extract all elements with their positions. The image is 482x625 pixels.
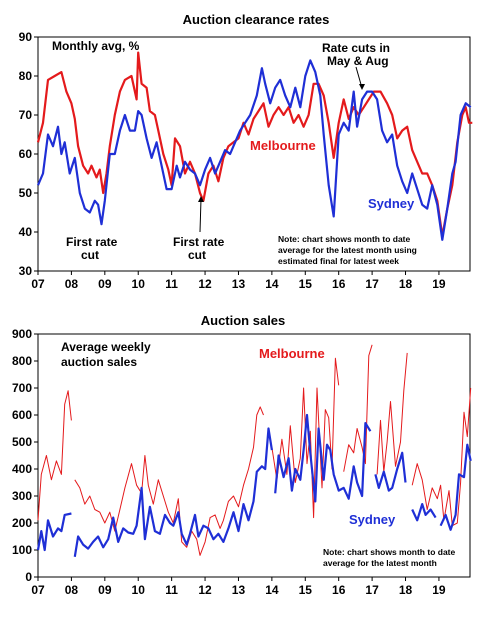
first-cut-2-arrowhead: [198, 196, 204, 202]
x-tick-label: 19: [432, 277, 446, 291]
y-tick-label: 40: [19, 225, 33, 239]
x-tick-label: 17: [365, 277, 379, 291]
rate-cuts-label-line2: May & Aug: [327, 54, 389, 68]
x-tick-label: 08: [65, 583, 79, 597]
sydney-series-label: Sydney: [368, 196, 415, 211]
y-tick-label: 80: [19, 69, 33, 83]
sales-x-axis: 07 08 09 10 11 12 13 14 15 16 17 18 19: [31, 577, 446, 597]
x-tick-label: 10: [132, 277, 146, 291]
clearance-chart-title: Auction clearance rates: [183, 12, 330, 27]
y-tick-label: 90: [19, 30, 33, 44]
x-tick-label: 16: [332, 583, 346, 597]
clearance-series: [36, 51, 473, 241]
y-tick-label: 30: [19, 264, 33, 278]
x-tick-label: 07: [31, 583, 45, 597]
x-tick-label: 16: [332, 277, 346, 291]
y-tick-label: 0: [25, 570, 32, 584]
y-tick-label: 500: [12, 435, 32, 449]
x-tick-label: 18: [399, 583, 413, 597]
x-tick-label: 11: [165, 277, 178, 291]
first-cut-label-2-line2: cut: [188, 248, 206, 262]
y-tick-label: 700: [12, 381, 32, 395]
first-cut-label-1-line1: First rate: [66, 235, 118, 249]
clearance-note-line2: average for the latest month using: [278, 245, 417, 255]
monthly-avg-label: Monthly avg, %: [52, 39, 140, 53]
y-tick-label: 600: [12, 408, 32, 422]
first-cut-label-1-line2: cut: [81, 248, 99, 262]
x-tick-label: 07: [31, 277, 45, 291]
y-tick-label: 300: [12, 489, 32, 503]
avg-weekly-label-line1: Average weekly: [61, 340, 151, 354]
x-tick-label: 11: [165, 583, 178, 597]
avg-weekly-label-line2: auction sales: [61, 355, 137, 369]
rate-cuts-label-line1: Rate cuts in: [322, 41, 390, 55]
x-tick-label: 19: [432, 583, 446, 597]
clearance-note-line1: Note: chart shows month to date: [278, 234, 411, 244]
sydney-line: [36, 59, 472, 241]
y-tick-label: 400: [12, 462, 32, 476]
melbourne-line: [36, 51, 473, 237]
y-tick-label: 900: [12, 327, 32, 341]
x-tick-label: 08: [65, 277, 79, 291]
x-tick-label: 12: [198, 277, 212, 291]
sales-chart-title: Auction sales: [201, 313, 286, 328]
sales-sydney-label: Sydney: [349, 512, 396, 527]
melbourne-line: [37, 344, 472, 556]
sales-melbourne-label: Melbourne: [259, 346, 325, 361]
sales-series: [36, 344, 472, 557]
y-tick-label: 50: [19, 186, 33, 200]
x-tick-label: 14: [265, 583, 279, 597]
x-tick-label: 09: [98, 583, 112, 597]
x-tick-label: 10: [132, 583, 146, 597]
y-tick-label: 70: [19, 108, 33, 122]
x-tick-label: 17: [365, 583, 379, 597]
first-cut-label-2-line1: First rate: [173, 235, 225, 249]
x-tick-label: 09: [98, 277, 112, 291]
auction-sales-chart: Auction sales 0 100 200 300 400 500 600 700 800 9…: [12, 313, 472, 597]
rate-cuts-arrowhead: [359, 84, 365, 90]
y-tick-label: 60: [19, 147, 33, 161]
x-tick-label: 15: [299, 583, 313, 597]
x-tick-label: 13: [232, 583, 246, 597]
x-tick-label: 15: [299, 277, 313, 291]
clearance-note-line3: estimated final for latest week: [278, 256, 399, 266]
clearance-chart: Auction clearance rates 30 40 50 60 70 80 90 0…: [19, 12, 473, 291]
x-tick-label: 18: [399, 277, 413, 291]
y-tick-label: 800: [12, 354, 32, 368]
y-tick-label: 200: [12, 516, 32, 530]
x-tick-label: 12: [198, 583, 212, 597]
x-tick-label: 13: [232, 277, 246, 291]
y-tick-label: 100: [12, 543, 32, 557]
melbourne-series-label: Melbourne: [250, 138, 316, 153]
clearance-x-axis: 07 08 09 10 11 12 13 14 15 16 17 18 19: [31, 271, 446, 291]
first-cut-2-arrow: [199, 198, 202, 233]
sales-y-axis: 0 100 200 300 400 500 600 700 800 900: [12, 327, 38, 584]
x-tick-label: 14: [265, 277, 279, 291]
clearance-y-axis: 30 40 50 60 70 80 90: [19, 30, 38, 278]
sydney-line: [36, 413, 472, 557]
sales-note-line2: average for the latest month: [323, 558, 437, 568]
sales-note-line1: Note: chart shows month to date: [323, 547, 456, 557]
